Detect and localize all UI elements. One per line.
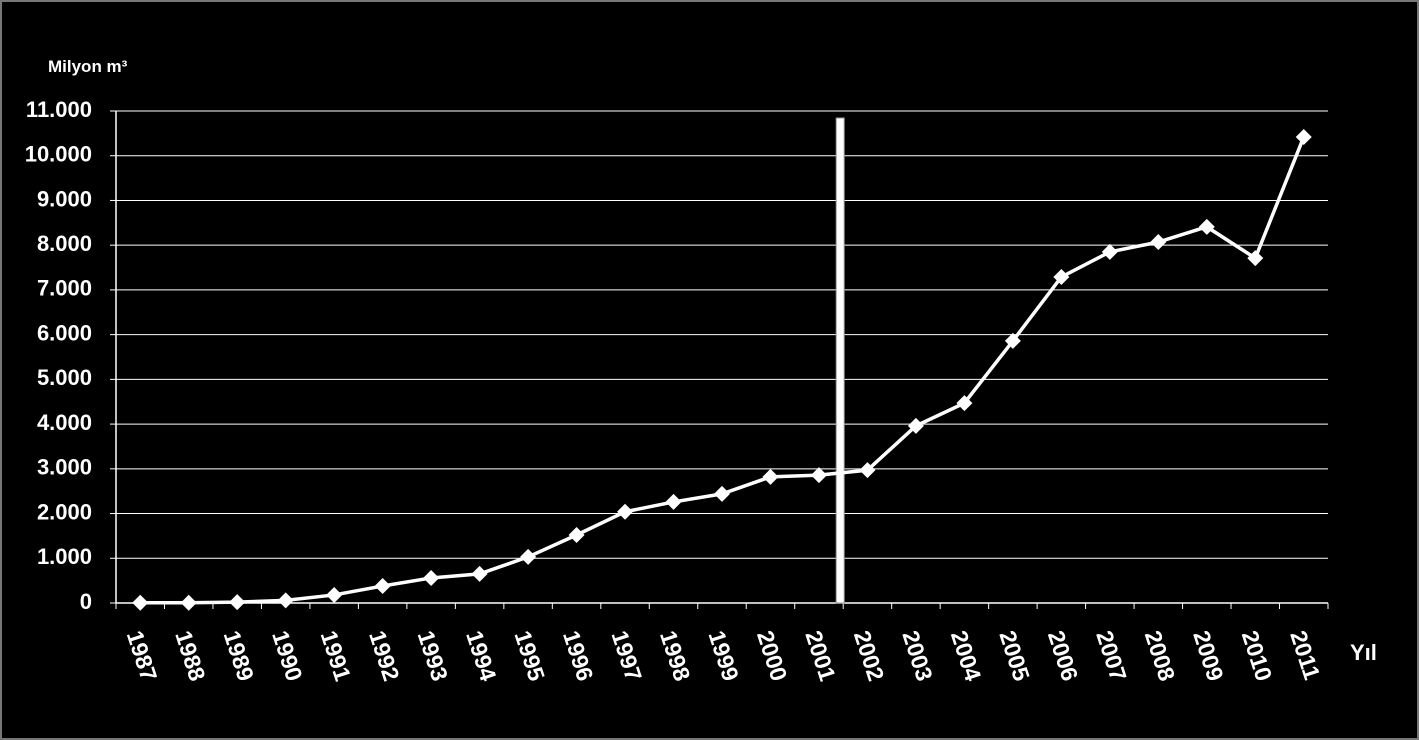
marker: [277, 592, 294, 609]
marker: [1053, 268, 1070, 285]
marker: [374, 578, 391, 595]
y-tick-label: 3.000: [37, 455, 92, 480]
y-tick-label: 1.000: [37, 544, 92, 569]
marker: [568, 527, 585, 544]
y-tick-label: 9.000: [37, 186, 92, 211]
marker: [810, 467, 827, 484]
y-tick-label: 10.000: [25, 142, 92, 167]
marker: [180, 594, 197, 611]
y-tick-label: 11.000: [26, 97, 92, 122]
x-axis-label: Yıl: [1350, 640, 1377, 665]
marker: [956, 395, 973, 412]
marker: [1004, 332, 1021, 349]
y-tick-label: 7.000: [37, 276, 92, 301]
marker: [1150, 234, 1167, 251]
marker: [1198, 218, 1215, 235]
marker: [665, 493, 682, 510]
marker: [229, 594, 246, 611]
marker: [859, 462, 876, 479]
marker: [1295, 128, 1312, 145]
marker: [1101, 243, 1118, 260]
marker: [326, 586, 343, 603]
marker: [714, 485, 730, 502]
marker: [1247, 250, 1264, 267]
y-axis-label: Milyon m³: [48, 57, 128, 76]
marker: [132, 594, 149, 611]
y-tick-label: 4.000: [37, 410, 92, 435]
marker: [520, 548, 537, 565]
marker: [762, 468, 779, 485]
marker: [907, 417, 924, 434]
y-tick-label: 5.000: [37, 365, 92, 390]
y-tick-label: 2.000: [37, 499, 92, 524]
y-tick-label: 0: [80, 589, 92, 614]
separator-bar: [835, 117, 845, 604]
marker: [471, 565, 488, 582]
y-tick-label: 8.000: [37, 231, 92, 256]
y-tick-label: 6.000: [37, 320, 92, 345]
marker: [423, 569, 440, 586]
marker: [617, 503, 634, 520]
